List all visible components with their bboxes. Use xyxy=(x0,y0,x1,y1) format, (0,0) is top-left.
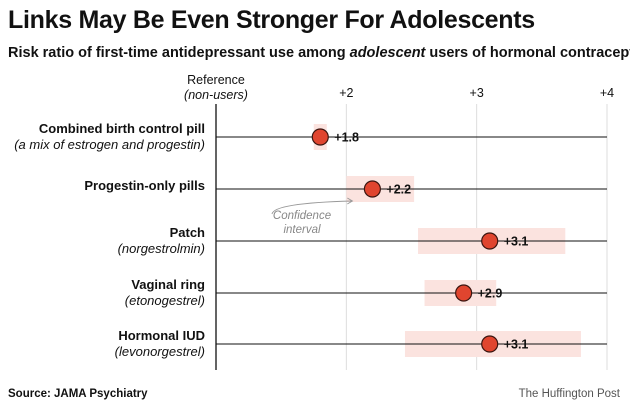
source-note: Source: JAMA Psychiatry xyxy=(8,388,148,400)
reference-sublabel: (non-users) xyxy=(184,88,248,102)
category-sublabel: (etonogestrel) xyxy=(125,293,205,308)
subtitle-after: users of hormonal contraception xyxy=(429,45,630,61)
x-tick-label: +2 xyxy=(339,86,353,100)
subtitle-before: Risk ratio of first-time antidepressant … xyxy=(8,45,350,61)
publisher-credit: The Huffington Post xyxy=(518,388,620,400)
data-point xyxy=(481,335,499,353)
category-sublabel: (norgestrolmin) xyxy=(118,241,205,256)
category-label: Patch xyxy=(170,225,205,240)
x-tick-label: +3 xyxy=(470,86,484,100)
category-label: Hormonal IUD xyxy=(118,328,205,343)
data-point xyxy=(311,128,329,146)
data-point xyxy=(455,284,473,302)
x-tick-label: +4 xyxy=(600,86,614,100)
data-label: +3.1 xyxy=(504,338,529,352)
category-label: Progestin-only pills xyxy=(84,178,205,193)
data-label: +3.1 xyxy=(504,235,529,249)
annotation-arrowhead xyxy=(347,197,354,205)
category-sublabel: (a mix of estrogen and progestin) xyxy=(14,137,205,152)
chart-subtitle: Risk ratio of first-time antidepressant … xyxy=(8,45,630,61)
category-sublabel: (levonorgestrel) xyxy=(115,344,205,359)
chart-title: Links May Be Even Stronger For Adolescen… xyxy=(8,6,535,34)
annotation-line-1: Confidence xyxy=(273,210,331,222)
data-point xyxy=(363,180,381,198)
data-label: +2.9 xyxy=(478,287,503,301)
subtitle-emphasis: adolescent xyxy=(349,45,426,61)
data-label: +1.8 xyxy=(334,131,359,145)
annotation-leader xyxy=(271,200,353,215)
data-point xyxy=(481,232,499,250)
data-label: +2.2 xyxy=(386,183,411,197)
reference-label: Reference xyxy=(187,73,245,87)
category-label: Combined birth control pill xyxy=(39,121,205,136)
annotation-line-2: interval xyxy=(283,224,321,236)
category-label: Vaginal ring xyxy=(131,277,205,292)
